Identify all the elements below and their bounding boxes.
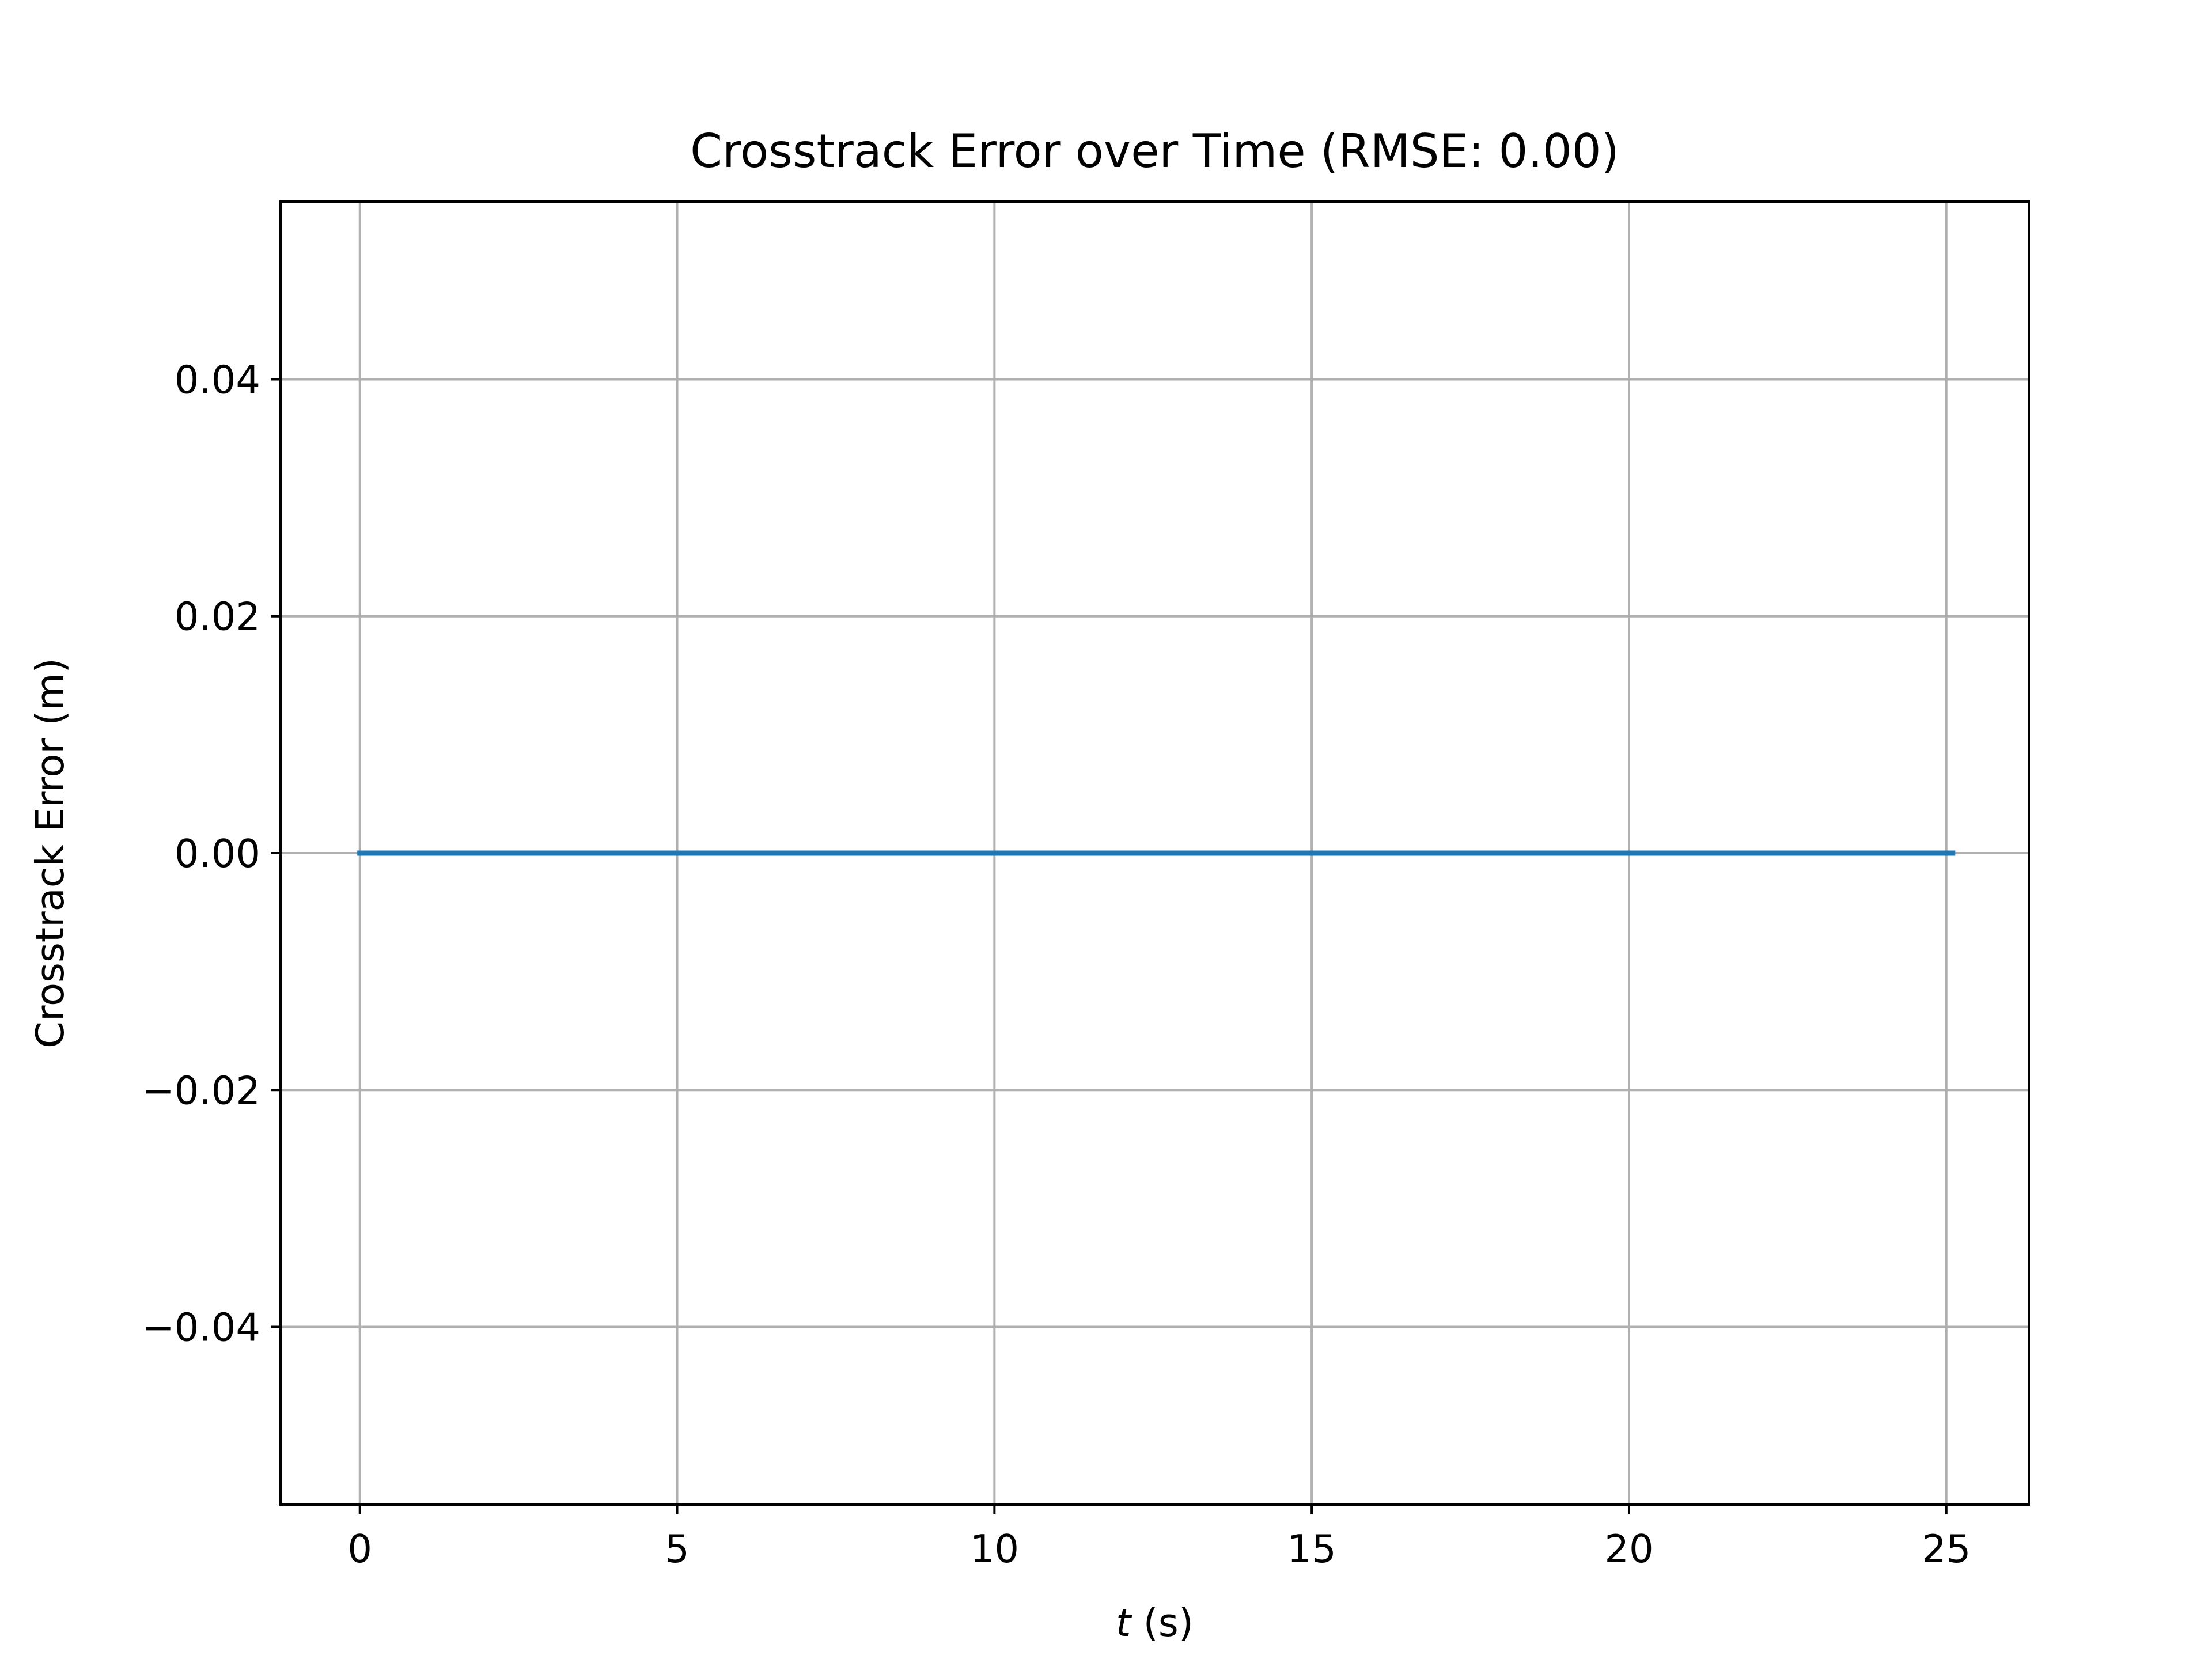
x-tick-label: 5 [665,1527,690,1571]
y-tick-label: 0.04 [175,357,260,402]
y-tick-label: 0.00 [175,831,260,876]
ticks: 0 5 10 15 20 25 0.04 0.02 0.00 −0.02 −0.04 [142,357,1971,1571]
y-axis-label: Crosstrack Error (m) [28,658,73,1048]
x-tick-label: 20 [1604,1527,1653,1571]
x-tick-label: 15 [1287,1527,1336,1571]
x-axis-label-variable: t [1116,1600,1132,1645]
x-tick-label: 0 [347,1527,372,1571]
x-axis-label-unit: (s) [1131,1600,1193,1645]
x-tick-label: 10 [970,1527,1019,1571]
chart-title: Crosstrack Error over Time (RMSE: 0.00) [690,124,1619,178]
x-axis-label: t (s) [1116,1600,1194,1645]
y-tick-label: 0.02 [175,594,260,639]
y-tick-label: −0.02 [142,1068,260,1113]
y-tick-label: −0.04 [142,1305,260,1350]
x-tick-label: 25 [1922,1527,1971,1571]
